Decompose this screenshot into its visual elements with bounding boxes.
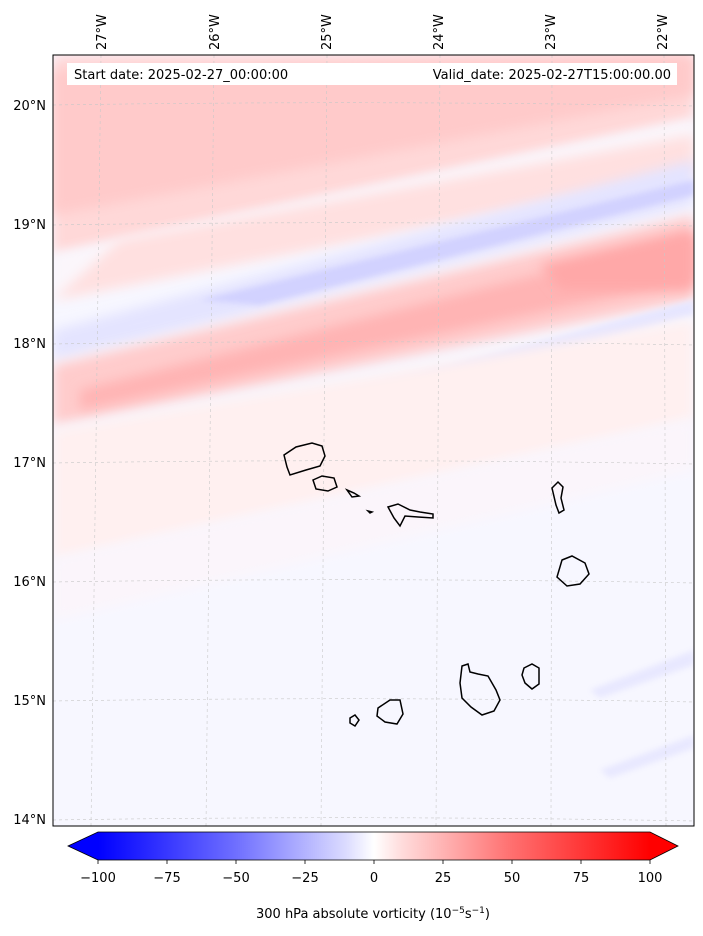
lon-label-26w: 26°W [208,14,223,50]
island-santa-luzia [344,488,362,498]
latitude-labels: 20°N 19°N 18°N 17°N 16°N 15°N 14°N [13,99,46,828]
lon-label-25w: 25°W [320,14,335,50]
lat-label-19n: 19°N [13,218,46,233]
island-fogo [376,699,404,725]
colorbar-tick: 100 [638,871,663,886]
valid-date-label: Valid_date: 2025-02-27T15:00:00.00 [433,68,671,83]
colorbar-tick: 0 [370,871,378,886]
colorbar-min-extend [68,832,98,860]
colorbar-tick: 50 [504,871,521,886]
colorbar-tick: 75 [573,871,590,886]
lat-label-16n: 16°N [13,575,46,590]
colorbar-max-extend [650,832,678,860]
colorbar-tick: −75 [153,871,180,886]
gridlines [53,55,694,826]
colorbar-gradient [98,832,650,860]
start-date-label: Start date: 2025-02-27_00:00:00 [74,68,288,83]
colorbar: −100 −75 −50 −25 0 25 50 75 100 300 hPa … [67,831,679,922]
island-santiago [459,663,501,716]
island-boa-vista [556,555,590,587]
coastlines [283,442,590,728]
colorbar-label-main: 300 hPa absolute vorticity (10 [256,907,452,922]
colorbar-tick: −25 [291,871,318,886]
lat-label-20n: 20°N [13,99,46,114]
vorticity-field [53,55,694,826]
island-santo-antao [283,442,326,476]
colorbar-label: 300 hPa absolute vorticity (10−5s−1) [256,906,490,922]
colorbar-tick: −50 [222,871,249,886]
header-box [67,63,677,85]
longitude-labels: 27°W 26°W 25°W 24°W 23°W 22°W [95,14,671,50]
map-frame [52,54,695,827]
colorbar-label-exp1: −5 [452,906,465,916]
colorbar-label-end: ) [485,907,490,922]
lon-label-27w: 27°W [95,14,110,50]
island-branco [365,509,375,514]
island-brava [349,714,360,728]
lat-label-14n: 14°N [13,813,46,828]
colorbar-tick: −100 [80,871,116,886]
lat-label-18n: 18°N [13,337,46,352]
colorbar-label-unit: s [465,907,472,922]
lon-label-23w: 23°W [544,14,559,50]
island-sao-vicente [312,475,338,492]
lat-label-15n: 15°N [13,694,46,709]
colorbar-label-exp2: −1 [472,906,485,916]
colorbar-tick: 25 [435,871,452,886]
island-sal [551,480,565,515]
lon-label-22w: 22°W [656,14,671,50]
island-maio [521,663,540,690]
island-sao-nicolau [386,503,434,528]
lon-label-24w: 24°W [432,14,447,50]
lat-label-17n: 17°N [13,456,46,471]
